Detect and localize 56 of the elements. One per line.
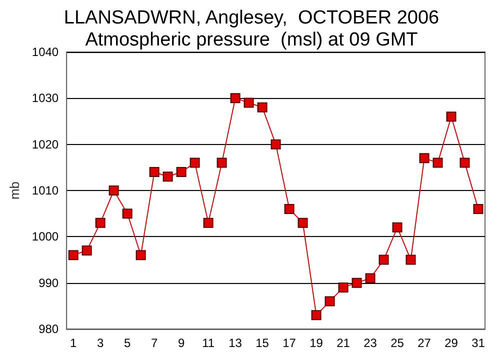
point bbox=[378, 254, 389, 265]
point bbox=[108, 186, 119, 196]
x-tick-label: 21 bbox=[336, 336, 350, 350]
point bbox=[95, 218, 106, 228]
point bbox=[149, 167, 160, 178]
y-tick-label: 1040 bbox=[32, 45, 59, 59]
point bbox=[338, 282, 348, 292]
point bbox=[162, 172, 173, 182]
x-tick-label: 17 bbox=[282, 336, 296, 350]
x-tick-label: 29 bbox=[444, 336, 458, 350]
point bbox=[365, 273, 376, 284]
x-tick-label: 7 bbox=[150, 336, 158, 350]
point bbox=[176, 167, 186, 178]
x-tick-label: 13 bbox=[228, 336, 242, 350]
point bbox=[432, 158, 443, 168]
point bbox=[230, 93, 240, 104]
point bbox=[419, 153, 430, 164]
y-tick-label: 1000 bbox=[32, 230, 59, 244]
point bbox=[406, 254, 416, 265]
x-tick-label: 15 bbox=[256, 336, 270, 350]
point bbox=[82, 246, 92, 256]
y-tick-label: 1010 bbox=[32, 184, 59, 198]
x-tick-label: 31 bbox=[472, 336, 486, 350]
x-tick-label: 23 bbox=[364, 336, 378, 350]
point bbox=[257, 102, 268, 112]
x-tick-label: 27 bbox=[418, 336, 432, 350]
point bbox=[298, 218, 308, 228]
point bbox=[203, 218, 214, 228]
x-tick-label: 11 bbox=[202, 336, 215, 350]
y-tick-label: 1020 bbox=[32, 137, 59, 152]
y-tick-label: 1030 bbox=[32, 91, 59, 106]
y-tick-label: 990 bbox=[38, 276, 59, 290]
y-tick-label: 980 bbox=[38, 322, 59, 336]
point bbox=[460, 158, 470, 168]
y-axis-title: mb bbox=[7, 181, 22, 200]
point bbox=[216, 158, 227, 168]
point bbox=[136, 250, 146, 260]
point bbox=[392, 222, 402, 232]
x-tick-label: 3 bbox=[96, 336, 104, 350]
point bbox=[244, 98, 254, 108]
x-tick-label: 25 bbox=[390, 336, 404, 350]
x-tick-label: 19 bbox=[310, 336, 324, 350]
point bbox=[324, 296, 335, 306]
x-tick-label: 5 bbox=[124, 336, 131, 350]
point bbox=[473, 204, 484, 214]
x-tick-label: 9 bbox=[178, 336, 185, 350]
point bbox=[352, 278, 362, 288]
chart-title: LLANSADWRN, Anglesey, OCTOBER 2006 Atmospheric pressure (msl) at 09 GMT bbox=[64, 8, 440, 50]
point bbox=[68, 250, 78, 260]
point bbox=[446, 112, 456, 122]
point bbox=[190, 158, 200, 168]
point bbox=[122, 208, 132, 219]
point bbox=[270, 139, 281, 150]
x-tick-label: 1 bbox=[70, 336, 77, 350]
point bbox=[311, 310, 322, 320]
point bbox=[284, 204, 294, 214]
